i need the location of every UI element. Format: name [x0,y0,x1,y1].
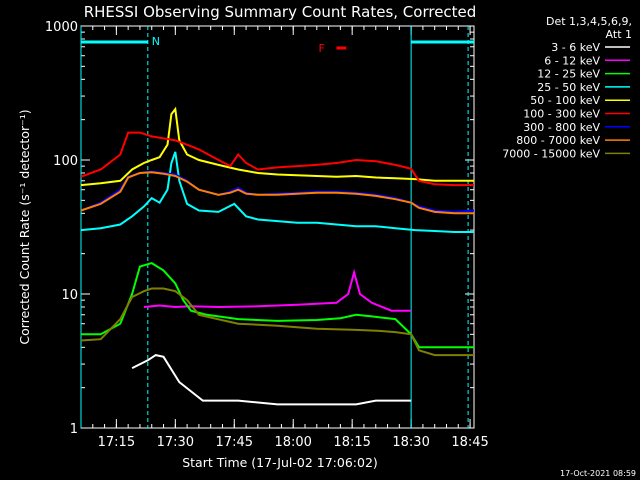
series-line-9 [80,287,474,357]
x-tick-label: 17:45 [216,435,253,450]
annotation-label: F [319,42,325,55]
legend-label: 100 - 300 keV [523,108,600,121]
x-axis-label: Start Time (17-Jul-02 17:06:02) [182,455,378,470]
x-tick-label: 18:30 [392,435,429,450]
series-line-5 [80,106,474,187]
footer-timestamp: 17-Oct-2021 08:59 [560,469,636,478]
annotation-label: N [152,35,160,48]
legend-label: 6 - 12 keV [544,54,600,67]
legend-label: 300 - 800 keV [523,121,600,134]
legend-label: 800 - 7000 keV [516,134,600,147]
x-tick-label: 18:15 [333,435,370,450]
chart-title: RHESSI Observing Summary Count Rates, Co… [84,3,477,21]
x-tick-label: 18:45 [451,435,488,450]
legend-label: 12 - 25 keV [537,68,600,81]
y-axis-label: Corrected Count Rate (s⁻¹ detector⁻¹) [17,109,32,344]
x-tick-label: 17:15 [98,435,135,450]
y-tick-label: 1 [70,422,78,437]
series-line-3 [81,262,474,349]
legend-label: 3 - 6 keV [551,41,600,54]
series-line-2 [143,268,412,312]
y-tick-label: 10 [61,288,78,303]
series-line-8 [80,171,474,215]
series-line-6 [80,131,474,187]
y-tick-label: 100 [53,154,78,169]
x-tick-label: 17:30 [157,435,194,450]
legend-header: Det 1,3,4,5,6,9, [546,15,632,28]
series-line-4 [80,151,474,233]
legend-label: 50 - 100 keV [530,94,600,107]
legend-label: 25 - 50 keV [537,81,600,94]
series-line-1 [131,354,412,406]
y-tick-label: 1000 [45,20,78,35]
legend-header: Att 1 [606,28,632,41]
x-tick-label: 18:00 [274,435,311,450]
legend-label: 7000 - 15000 keV [502,147,600,160]
